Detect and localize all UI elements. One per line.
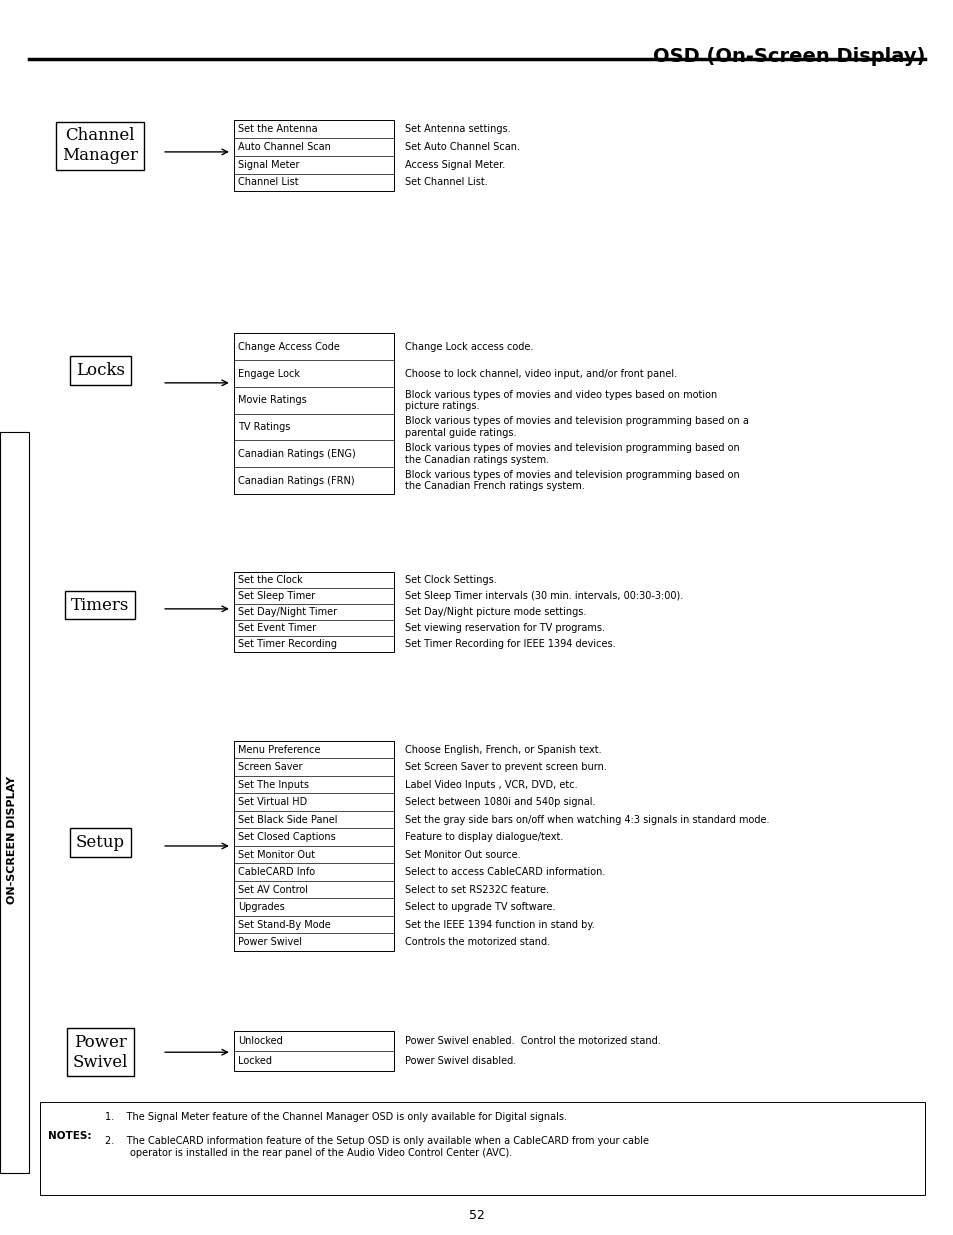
Text: Set viewing reservation for TV programs.: Set viewing reservation for TV programs. bbox=[405, 622, 605, 634]
Text: Set the Antenna: Set the Antenna bbox=[238, 124, 317, 133]
Text: Set The Inputs: Set The Inputs bbox=[238, 779, 309, 789]
Text: Select to access CableCARD information.: Select to access CableCARD information. bbox=[405, 867, 605, 877]
Text: Set Timer Recording for IEEE 1394 devices.: Set Timer Recording for IEEE 1394 device… bbox=[405, 638, 616, 650]
Text: Block various types of movies and television programming based on
the Canadian F: Block various types of movies and televi… bbox=[405, 469, 740, 492]
Text: Feature to display dialogue/text.: Feature to display dialogue/text. bbox=[405, 832, 563, 842]
Text: Locked: Locked bbox=[238, 1056, 273, 1066]
Text: 2.    The CableCARD information feature of the Setup OSD is only available when : 2. The CableCARD information feature of … bbox=[105, 1136, 648, 1157]
Text: TV Ratings: TV Ratings bbox=[238, 422, 291, 432]
Bar bbox=[40, 1102, 924, 1195]
Text: Canadian Ratings (ENG): Canadian Ratings (ENG) bbox=[238, 448, 355, 459]
Bar bbox=[233, 120, 394, 191]
Text: 52: 52 bbox=[469, 1209, 484, 1221]
Text: Change Lock access code.: Change Lock access code. bbox=[405, 342, 534, 352]
Text: Set Monitor Out source.: Set Monitor Out source. bbox=[405, 850, 520, 860]
Text: Power Swivel: Power Swivel bbox=[238, 937, 302, 947]
Text: Setup: Setup bbox=[75, 834, 125, 851]
Text: Set Timer Recording: Set Timer Recording bbox=[238, 638, 337, 650]
Text: Access Signal Meter.: Access Signal Meter. bbox=[405, 159, 505, 169]
Text: Label Video Inputs , VCR, DVD, etc.: Label Video Inputs , VCR, DVD, etc. bbox=[405, 779, 578, 789]
Text: Select between 1080i and 540p signal.: Select between 1080i and 540p signal. bbox=[405, 798, 596, 808]
Text: OSD (On-Screen Display): OSD (On-Screen Display) bbox=[652, 47, 924, 65]
Text: Power Swivel enabled.  Control the motorized stand.: Power Swivel enabled. Control the motori… bbox=[405, 1036, 660, 1046]
Text: Power Swivel disabled.: Power Swivel disabled. bbox=[405, 1056, 517, 1066]
Text: Set Event Timer: Set Event Timer bbox=[238, 622, 316, 634]
Text: Timers: Timers bbox=[71, 597, 130, 614]
Text: Set Monitor Out: Set Monitor Out bbox=[238, 850, 315, 860]
Text: Signal Meter: Signal Meter bbox=[238, 159, 299, 169]
Text: Movie Ratings: Movie Ratings bbox=[238, 395, 307, 405]
Text: ON-SCREEN DISPLAY: ON-SCREEN DISPLAY bbox=[8, 776, 17, 904]
Text: Set Auto Channel Scan.: Set Auto Channel Scan. bbox=[405, 142, 520, 152]
Text: NOTES:: NOTES: bbox=[48, 1131, 91, 1141]
Text: 1.    The Signal Meter feature of the Channel Manager OSD is only available for : 1. The Signal Meter feature of the Chann… bbox=[105, 1112, 566, 1121]
Text: Block various types of movies and video types based on motion
picture ratings.: Block various types of movies and video … bbox=[405, 389, 717, 411]
Text: Set Stand-By Mode: Set Stand-By Mode bbox=[238, 920, 331, 930]
Text: Channel List: Channel List bbox=[238, 178, 299, 188]
Text: Channel
Manager: Channel Manager bbox=[62, 127, 138, 164]
Bar bbox=[233, 572, 394, 652]
Text: Set Virtual HD: Set Virtual HD bbox=[238, 798, 308, 808]
Text: Set Channel List.: Set Channel List. bbox=[405, 178, 488, 188]
Text: Set Sleep Timer: Set Sleep Timer bbox=[238, 590, 315, 601]
Text: Locks: Locks bbox=[75, 362, 125, 379]
Text: Set the IEEE 1394 function in stand by.: Set the IEEE 1394 function in stand by. bbox=[405, 920, 595, 930]
Text: Set Antenna settings.: Set Antenna settings. bbox=[405, 124, 511, 133]
Text: Set the gray side bars on/off when watching 4:3 signals in standard mode.: Set the gray side bars on/off when watch… bbox=[405, 815, 769, 825]
Text: Select to upgrade TV software.: Select to upgrade TV software. bbox=[405, 903, 556, 913]
Bar bbox=[233, 741, 394, 951]
Bar bbox=[233, 333, 394, 494]
Text: Set Day/Night Timer: Set Day/Night Timer bbox=[238, 606, 337, 618]
Bar bbox=[233, 1031, 394, 1071]
Text: Controls the motorized stand.: Controls the motorized stand. bbox=[405, 937, 550, 947]
Text: Choose to lock channel, video input, and/or front panel.: Choose to lock channel, video input, and… bbox=[405, 368, 677, 379]
Text: Set Closed Captions: Set Closed Captions bbox=[238, 832, 335, 842]
Text: Engage Lock: Engage Lock bbox=[238, 368, 300, 379]
Text: Block various types of movies and television programming based on
the Canadian r: Block various types of movies and televi… bbox=[405, 443, 740, 464]
Text: Set Day/Night picture mode settings.: Set Day/Night picture mode settings. bbox=[405, 606, 586, 618]
Text: Choose English, French, or Spanish text.: Choose English, French, or Spanish text. bbox=[405, 745, 601, 755]
Text: Set the Clock: Set the Clock bbox=[238, 574, 303, 585]
Text: Select to set RS232C feature.: Select to set RS232C feature. bbox=[405, 884, 549, 894]
Text: Auto Channel Scan: Auto Channel Scan bbox=[238, 142, 331, 152]
Text: CableCARD Info: CableCARD Info bbox=[238, 867, 315, 877]
Text: Unlocked: Unlocked bbox=[238, 1036, 283, 1046]
Text: Screen Saver: Screen Saver bbox=[238, 762, 303, 772]
Text: Upgrades: Upgrades bbox=[238, 903, 285, 913]
Text: Menu Preference: Menu Preference bbox=[238, 745, 320, 755]
Text: Change Access Code: Change Access Code bbox=[238, 342, 340, 352]
Text: Power
Swivel: Power Swivel bbox=[72, 1034, 128, 1071]
Text: Set Screen Saver to prevent screen burn.: Set Screen Saver to prevent screen burn. bbox=[405, 762, 607, 772]
Text: Set AV Control: Set AV Control bbox=[238, 884, 308, 894]
Text: Set Clock Settings.: Set Clock Settings. bbox=[405, 574, 497, 585]
Text: Set Black Side Panel: Set Black Side Panel bbox=[238, 815, 337, 825]
Text: Canadian Ratings (FRN): Canadian Ratings (FRN) bbox=[238, 475, 355, 485]
Bar bbox=[0, 432, 29, 1173]
Text: Block various types of movies and television programming based on a
parental gui: Block various types of movies and televi… bbox=[405, 416, 748, 438]
Text: Set Sleep Timer intervals (30 min. intervals, 00:30-3:00).: Set Sleep Timer intervals (30 min. inter… bbox=[405, 590, 683, 601]
